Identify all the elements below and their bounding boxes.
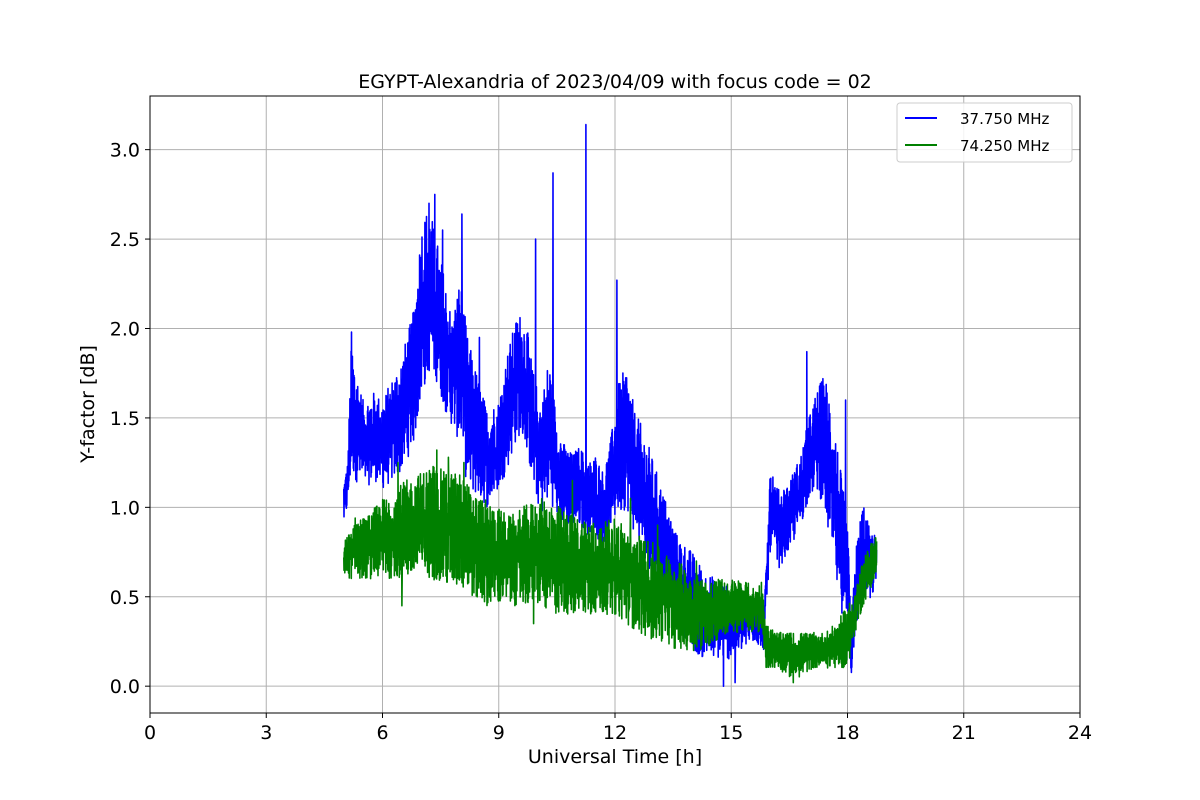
legend-label-37750: 37.750 MHz	[960, 110, 1049, 128]
grid	[150, 96, 1080, 713]
legend: 37.750 MHz 74.250 MHz	[896, 102, 1073, 163]
x-tick-label: 21	[952, 722, 976, 744]
y-tick-label: 3.0	[110, 140, 140, 162]
y-tick-label: 0.0	[110, 676, 140, 698]
legend-label-74250: 74.250 MHz	[960, 137, 1049, 155]
y-tick-label: 2.5	[110, 229, 140, 251]
x-tick-label: 9	[493, 722, 505, 744]
y-tick-label: 0.5	[110, 587, 140, 609]
y-tick-label: 1.5	[110, 408, 140, 430]
x-tick-label: 0	[144, 722, 156, 744]
x-axis-label: Universal Time [h]	[528, 746, 702, 768]
x-tick-label: 24	[1068, 722, 1092, 744]
y-tick-label: 1.0	[110, 497, 140, 519]
x-tick-label: 6	[376, 722, 388, 744]
series-group	[343, 123, 878, 687]
x-tick-label: 3	[260, 722, 272, 744]
x-tick-label: 15	[719, 722, 743, 744]
x-tick-label: 18	[835, 722, 859, 744]
series-line-37750	[343, 123, 878, 687]
chart-title: EGYPT-Alexandria of 2023/04/09 with focu…	[358, 71, 872, 93]
legend-box	[896, 102, 1073, 163]
ticks: 0 3 6 9 12 15 18 21 24 0.0 0.5 1.0 1.5 2.0 2.5 3.0	[110, 140, 1092, 744]
series-line-74250	[343, 449, 878, 684]
y-axis-label: Y-factor [dB]	[77, 345, 99, 464]
x-tick-label: 12	[603, 722, 627, 744]
y-tick-label: 2.0	[110, 318, 140, 340]
